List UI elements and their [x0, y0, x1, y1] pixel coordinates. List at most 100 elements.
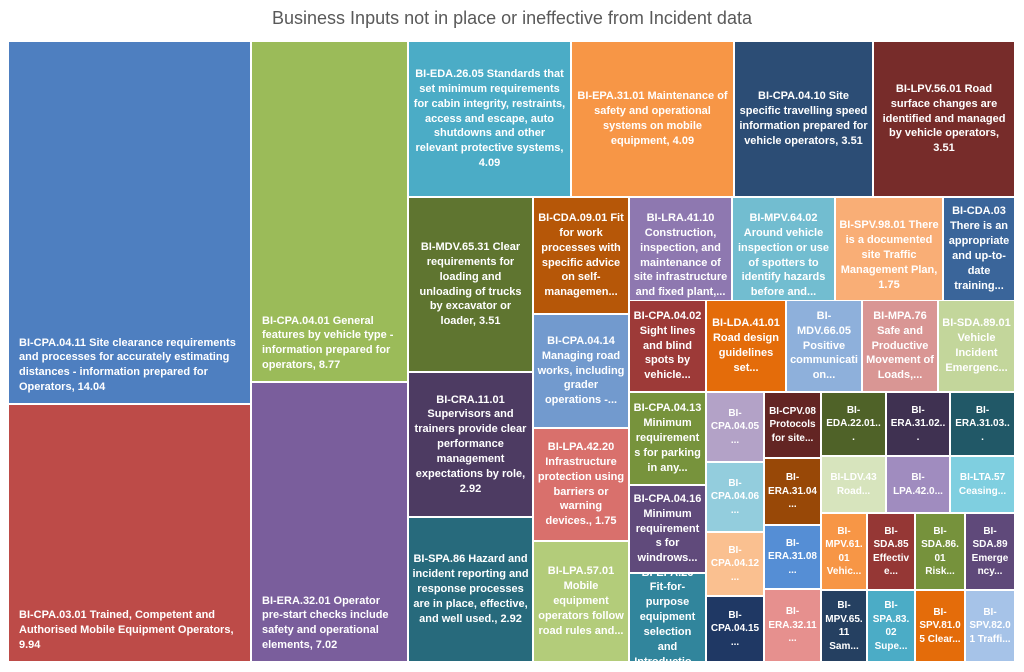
treemap-tile-label: BI-LPV.56.01 Road surface changes are id…: [882, 82, 1006, 155]
treemap-tile: BI-LPA.42.20 Infrastructure protection u…: [533, 428, 629, 541]
treemap-tile: BI-CPA.04.15...: [706, 596, 764, 662]
treemap-tile: BI-MPA.76 Safe and Productive Movement o…: [862, 300, 938, 392]
treemap-tile: BI-MPV.61.01 Vehic...: [821, 513, 867, 590]
treemap-tile-label: BI-CPA.04.13 Minimum requirements for pa…: [633, 402, 702, 474]
treemap-tile: BI-ERA.31.08...: [764, 525, 821, 589]
treemap-tile-label: BI-MPV.64.02 Around vehicle inspection o…: [737, 211, 830, 299]
treemap-tile-label: BI-MDV.65.31 Clear requirements for load…: [419, 240, 522, 328]
treemap-tile-label: BI-ERA.31.04...: [768, 472, 817, 511]
treemap-tile: BI-CPA.04.05...: [706, 392, 764, 462]
treemap-tile: BI-SDA.85 Effective...: [867, 513, 915, 590]
treemap-tile-label: BI-EDA.26.05 Standards that set minimum …: [413, 68, 566, 170]
treemap-tile-label: BI-ERA.31.03...: [955, 404, 1010, 443]
treemap-tile: BI-ERA.31.02...: [886, 392, 950, 456]
treemap-tile-label: BI-EDA.22.01...: [826, 404, 881, 443]
treemap-tile: BI-SPA.83.02 Supe...: [867, 590, 915, 662]
treemap-tile: BI-CPA.04.14 Managing road works, includ…: [533, 314, 629, 428]
treemap-tile: BI-CPA.04.10 Site specific travelling sp…: [734, 41, 873, 197]
treemap-tile-label: BI-MPV.61.01 Vehic...: [825, 525, 863, 578]
treemap-tile: BI-LPA.57.01 Mobile equipment operators …: [533, 541, 629, 662]
treemap-tile-label: BI-MPA.76 Safe and Productive Movement o…: [866, 309, 934, 382]
treemap-tile: BI-CDA.03 There is an appropriate and up…: [943, 197, 1015, 301]
treemap-tile: BI-MDV.65.31 Clear requirements for load…: [408, 197, 533, 372]
treemap-tile: BI-SPV.82.01 Traffi...: [965, 590, 1015, 662]
treemap-tile-label: BI-SPV.82.01 Traffi...: [969, 606, 1011, 645]
treemap-tile-label: BI-CPA.04.12...: [710, 544, 760, 583]
treemap-tile-label: BI-SPA.86 Hazard and incident reporting …: [412, 553, 529, 625]
treemap-tile-label: BI-CPA.04.02 Sight lines and blind spots…: [633, 309, 702, 382]
treemap-tile: BI-LPV.56.01 Road surface changes are id…: [873, 41, 1015, 197]
treemap-tile: BI-LTA.57 Ceasing...: [950, 456, 1015, 513]
treemap-tile-label: BI-CPA.04.16 Minimum requirements for wi…: [633, 492, 702, 565]
treemap-tile-label: BI-ERA.31.02...: [890, 404, 946, 443]
treemap-tile: BI-SDA.89.01 Vehicle Incident Emergenc..…: [938, 300, 1015, 392]
treemap-tile-label: BI-MDV.66.05 Positive communication...: [790, 309, 858, 382]
treemap-tile: BI-CPA.04.01 General features by vehicle…: [251, 41, 408, 382]
treemap-tile: BI-ERA.32.01 Operator pre-start checks i…: [251, 382, 408, 662]
treemap-tile-label: BI-CPV.08 Protocols for site...: [769, 405, 816, 444]
treemap-tile-label: BI-LDV.43 Road...: [830, 472, 877, 497]
treemap-tile-label: BI-CPA.04.01 General features by vehicle…: [262, 314, 394, 372]
treemap-tile: BI-SPA.86 Hazard and incident reporting …: [408, 517, 533, 662]
treemap-tile-label: BI-CPA.04.06...: [710, 477, 760, 516]
treemap-tile: BI-SDA.89 Emergency...: [965, 513, 1015, 590]
treemap-tile-label: BI-CPA.04.15...: [710, 609, 760, 648]
treemap-tile: BI-CPA.04.12...: [706, 532, 764, 596]
treemap-tile: BI-LRA.41.10 Construction, inspection, a…: [629, 197, 732, 314]
treemap-tile-label: BI-LRA.41.10 Construction, inspection, a…: [633, 211, 728, 299]
treemap-tile: BI-EPA.31.01 Maintenance of safety and o…: [571, 41, 734, 197]
treemap-tile-label: BI-LPA.57.01 Mobile equipment operators …: [538, 565, 624, 637]
treemap-tile-label: BI-MPV.65.11 Sam...: [825, 600, 863, 652]
treemap-tile: BI-CPA.04.13 Minimum requirements for pa…: [629, 392, 706, 485]
treemap-tile-label: BI-CDA.09.01 Fit for work processes with…: [538, 211, 624, 299]
treemap-tile: BI-CPA.04.06...: [706, 462, 764, 532]
treemap-tile: BI-LPA.42.0...: [886, 456, 950, 513]
treemap-tile: BI-CRA.11.01 Supervisors and trainers pr…: [408, 372, 533, 517]
treemap-tile-label: BI-LPA.42.20 Infrastructure protection u…: [537, 440, 625, 528]
treemap-tile: BI-EPA.26 Fit-for-purpose equipment sele…: [629, 573, 706, 662]
treemap-tile: BI-CPA.04.11 Site clearance requirements…: [8, 41, 251, 404]
treemap-tile-label: BI-CPA.04.14 Managing road works, includ…: [537, 334, 625, 407]
treemap-tile: BI-CPV.08 Protocols for site...: [764, 392, 821, 458]
treemap-tile-label: BI-CDA.03 There is an appropriate and up…: [948, 205, 1010, 292]
treemap-tile: BI-MPV.65.11 Sam...: [821, 590, 867, 662]
treemap-tile: BI-CPA.04.16 Minimum requirements for wi…: [629, 485, 706, 573]
treemap-tile-label: BI-ERA.32.01 Operator pre-start checks i…: [262, 594, 389, 652]
treemap-tile-label: BI-CPA.04.11 Site clearance requirements…: [19, 336, 236, 394]
treemap-tile: BI-CPA.04.02 Sight lines and blind spots…: [629, 300, 706, 392]
treemap-tile-label: BI-SPV.98.01 There is a documented site …: [839, 219, 939, 291]
treemap-tile-label: BI-EPA.26 Fit-for-purpose equipment sele…: [634, 574, 701, 662]
treemap-tile-label: BI-SDA.89 Emergency...: [971, 525, 1009, 578]
treemap-tile-label: BI-ERA.31.08...: [768, 537, 817, 576]
treemap-tile: BI-EDA.26.05 Standards that set minimum …: [408, 41, 571, 197]
treemap-tile-label: BI-SDA.85 Effective...: [872, 525, 910, 578]
treemap-tile: BI-LDA.41.01 Road design guidelines set.…: [706, 300, 786, 392]
treemap-tile: BI-CPA.03.01 Trained, Competent and Auth…: [8, 404, 251, 662]
treemap-tile: BI-ERA.31.04...: [764, 458, 821, 525]
treemap-tile: BI-SDA.86.01 Risk...: [915, 513, 965, 590]
treemap-tile: BI-SPV.81.05 Clear...: [915, 590, 965, 662]
treemap-tile: BI-ERA.31.03...: [950, 392, 1015, 456]
treemap-tile-label: BI-SDA.86.01 Risk...: [921, 525, 959, 578]
treemap-tile-label: BI-SPA.83.02 Supe...: [872, 600, 910, 652]
treemap-tile-label: BI-CPA.04.10 Site specific travelling sp…: [739, 90, 868, 147]
treemap-tile: BI-MPV.64.02 Around vehicle inspection o…: [732, 197, 835, 314]
treemap-tile-label: BI-CPA.04.05...: [710, 407, 760, 446]
treemap-tile: BI-MDV.66.05 Positive communication...: [786, 300, 862, 392]
treemap-tile: BI-ERA.32.11...: [764, 589, 821, 662]
chart-title: Business Inputs not in place or ineffect…: [272, 8, 752, 28]
treemap-tile-label: BI-CRA.11.01 Supervisors and trainers pr…: [414, 393, 527, 495]
treemap-tile: BI-EDA.22.01...: [821, 392, 886, 456]
treemap-tile-label: BI-SPV.81.05 Clear...: [919, 606, 961, 645]
treemap-tile-label: BI-EPA.31.01 Maintenance of safety and o…: [577, 90, 728, 147]
treemap-tile-label: BI-SDA.89.01 Vehicle Incident Emergenc..…: [942, 317, 1011, 374]
treemap-tile-label: BI-CPA.03.01 Trained, Competent and Auth…: [19, 609, 234, 652]
treemap-tile-label: BI-ERA.32.11...: [768, 606, 817, 645]
treemap-tile: BI-LDV.43 Road...: [821, 456, 886, 513]
treemap-tile: BI-SPV.98.01 There is a documented site …: [835, 197, 943, 314]
treemap-tile: BI-CDA.09.01 Fit for work processes with…: [533, 197, 629, 314]
treemap-tile-label: BI-LDA.41.01 Road design guidelines set.…: [712, 317, 780, 374]
treemap-tile-label: BI-LTA.57 Ceasing...: [958, 472, 1007, 497]
treemap-tile-label: BI-LPA.42.0...: [893, 472, 943, 497]
